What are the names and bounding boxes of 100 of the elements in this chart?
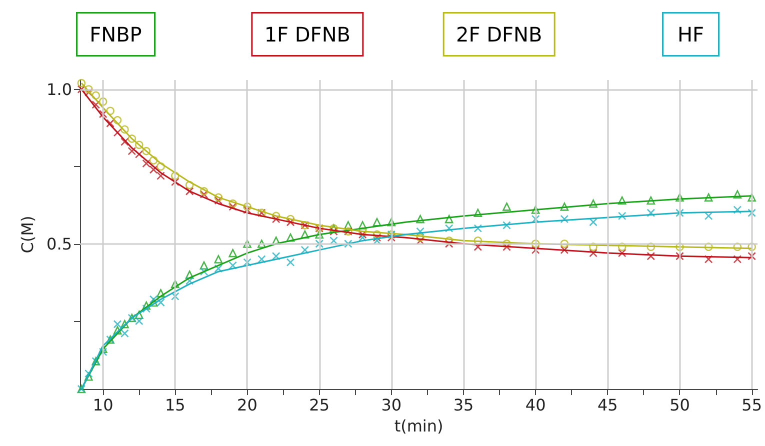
point — [748, 242, 756, 252]
point — [171, 292, 180, 300]
point — [344, 240, 352, 248]
point — [589, 199, 598, 208]
point — [228, 199, 237, 208]
point — [258, 240, 266, 248]
point — [704, 212, 713, 220]
point — [560, 202, 569, 211]
point — [77, 85, 86, 94]
point — [228, 248, 237, 258]
point — [300, 246, 310, 254]
point — [156, 172, 165, 180]
point — [120, 138, 129, 146]
point — [387, 233, 396, 242]
point — [704, 255, 713, 264]
x-tick-label: 35 — [453, 396, 474, 414]
point — [315, 240, 324, 248]
point — [676, 193, 684, 202]
point — [228, 202, 237, 211]
point — [387, 218, 396, 226]
point — [372, 233, 382, 242]
point — [128, 134, 136, 143]
point — [372, 230, 382, 239]
point — [113, 320, 122, 328]
point — [120, 329, 129, 338]
point — [502, 242, 511, 252]
point — [156, 162, 165, 171]
point — [474, 224, 482, 232]
point — [416, 214, 424, 224]
point — [77, 78, 86, 88]
point — [416, 227, 424, 236]
point — [531, 206, 540, 214]
point — [84, 369, 93, 378]
point — [113, 128, 122, 137]
point — [416, 236, 424, 245]
point — [142, 301, 150, 310]
x-tick-label: 20 — [237, 396, 258, 414]
x-tick-label: 10 — [92, 396, 114, 414]
point — [149, 156, 158, 164]
point — [156, 298, 165, 307]
point — [243, 258, 252, 266]
point — [704, 242, 713, 252]
point — [330, 227, 338, 236]
x-tick-label: 50 — [670, 396, 690, 414]
point — [474, 208, 482, 218]
point — [748, 208, 756, 218]
point — [733, 206, 742, 214]
point — [171, 280, 180, 288]
point — [704, 193, 713, 202]
point — [286, 258, 295, 266]
y-tick-label: 1.0 — [46, 80, 72, 99]
point — [134, 140, 144, 150]
point — [560, 246, 569, 254]
point — [372, 236, 382, 245]
point — [113, 116, 122, 124]
point — [358, 227, 367, 236]
x-tick-label: 25 — [309, 396, 330, 414]
point — [84, 85, 93, 94]
x-tick-label: 55 — [742, 396, 762, 414]
point — [134, 316, 144, 326]
point — [330, 236, 338, 245]
point — [128, 146, 136, 156]
point — [315, 230, 324, 239]
point — [676, 208, 684, 218]
point — [502, 240, 511, 248]
point — [502, 202, 511, 211]
x-tick-label: 40 — [525, 396, 546, 414]
point — [748, 193, 756, 202]
point — [300, 230, 310, 239]
point — [646, 252, 656, 260]
point — [618, 248, 626, 258]
point — [618, 196, 626, 205]
x-tick-label: 45 — [597, 396, 618, 414]
point — [646, 196, 656, 205]
point — [372, 218, 382, 226]
point — [618, 212, 626, 220]
point — [444, 236, 454, 245]
point — [142, 146, 150, 156]
point — [416, 233, 424, 242]
point — [185, 270, 194, 279]
point — [98, 97, 108, 106]
point — [286, 218, 295, 226]
point — [676, 242, 684, 252]
point — [531, 240, 540, 248]
point — [98, 348, 108, 356]
point — [286, 214, 295, 224]
point — [258, 255, 266, 264]
x-tick-label: 15 — [164, 396, 186, 414]
point — [589, 242, 598, 252]
point — [733, 255, 742, 264]
point — [106, 106, 114, 116]
point — [214, 255, 223, 264]
point — [560, 240, 569, 248]
point — [358, 221, 367, 230]
point — [531, 246, 540, 254]
point — [272, 214, 280, 224]
point — [272, 252, 280, 260]
point — [646, 242, 656, 252]
point — [214, 264, 223, 273]
point — [560, 214, 569, 224]
